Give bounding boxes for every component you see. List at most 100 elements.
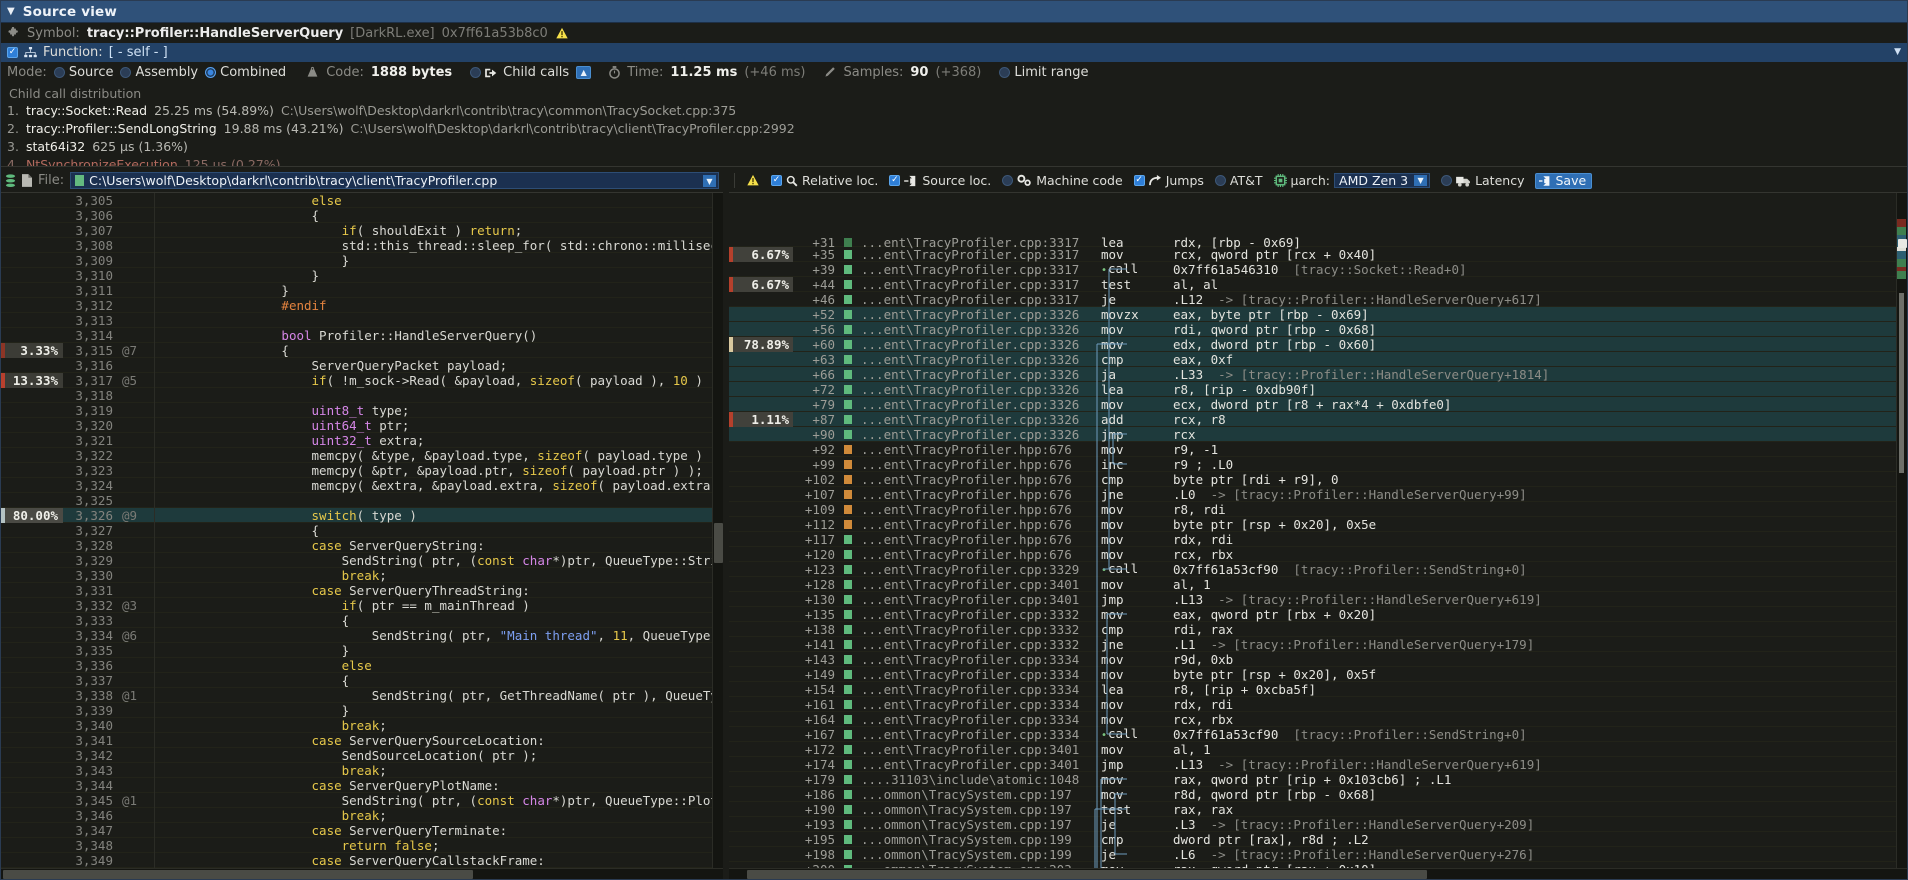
source-line-row[interactable]: 3,314 bool Profiler::HandleServerQuery() xyxy=(1,327,712,343)
source-location[interactable]: ...ent\TracyProfiler.cpp:3317 xyxy=(861,246,1080,262)
source-location[interactable]: ...ent\TracyProfiler.cpp:3334 xyxy=(861,696,1080,712)
source-location[interactable]: ...ommon\TracySystem.cpp:199 xyxy=(861,846,1072,862)
source-location[interactable]: ...ent\TracyProfiler.cpp:3317 xyxy=(861,276,1080,292)
checkbox-machine-code[interactable] xyxy=(1002,175,1014,186)
assembly-row[interactable]: +90 ...ent\TracyProfiler.cpp:3326 jmp rcx xyxy=(729,427,1896,442)
assembly-row[interactable]: 78.89% +60 ...ent\TracyProfiler.cpp:3326 mo… xyxy=(729,336,1896,352)
assembly-row[interactable]: +92 ...ent\TracyProfiler.hpp:676 mov r9, -1 xyxy=(729,442,1896,457)
assembly-horizontal-scrollbar[interactable] xyxy=(729,868,1907,879)
source-line-row[interactable]: 3,340 break; xyxy=(1,717,712,733)
source-location[interactable]: ...ent\TracyProfiler.hpp:676 xyxy=(861,516,1072,532)
source-vertical-scrollbar[interactable] xyxy=(712,193,723,868)
assembly-row[interactable]: +138 ...ent\TracyProfiler.cpp:3332 cmp rdi,… xyxy=(729,622,1896,637)
source-location[interactable]: ...ent\TracyProfiler.cpp:3317 xyxy=(861,234,1080,250)
function-value[interactable]: [ - self - ] xyxy=(108,45,168,60)
assembly-row[interactable]: +107 ...ent\TracyProfiler.hpp:676 jne .L0 -… xyxy=(729,487,1896,502)
source-location[interactable]: ...ent\TracyProfiler.hpp:676 xyxy=(861,546,1072,562)
assembly-row[interactable]: +102 ...ent\TracyProfiler.hpp:676 cmp byte … xyxy=(729,472,1896,487)
source-line-row[interactable]: 3,343 break; xyxy=(1,762,712,778)
source-line-row[interactable]: 3,337 { xyxy=(1,672,712,688)
assembly-row[interactable]: +39 ...ent\TracyProfiler.cpp:3317 call0x7f… xyxy=(729,261,1896,277)
source-location[interactable]: ...ent\TracyProfiler.hpp:676 xyxy=(861,486,1072,502)
assembly-row[interactable]: 1.11% +87 ...ent\TracyProfiler.cpp:3326 add… xyxy=(729,411,1896,427)
toggle-jumps[interactable]: Jumps xyxy=(1133,173,1204,188)
assembly-row[interactable]: +186 ...ommon\TracySystem.cpp:197 mov r8d, … xyxy=(729,787,1896,802)
source-line-row[interactable]: 3,338 @1 SendString( ptr, GetThreadName( … xyxy=(1,687,712,703)
save-button[interactable]: Save xyxy=(1535,172,1593,189)
source-location[interactable]: ...ent\TracyProfiler.cpp:3317 xyxy=(861,291,1080,307)
asm-count[interactable]: @7 xyxy=(121,342,137,358)
source-line-row[interactable]: 3,339 } xyxy=(1,702,712,718)
assembly-row[interactable]: +72 ...ent\TracyProfiler.cpp:3326 lea r8, [… xyxy=(729,382,1896,397)
child-call-row[interactable]: 2. tracy::Profiler::SendLongString 19.88… xyxy=(7,121,1901,139)
warning-icon[interactable] xyxy=(555,27,569,40)
warning-icon[interactable] xyxy=(746,174,760,187)
source-line-row[interactable]: 3,341 case ServerQuerySourceLocation: xyxy=(1,732,712,748)
source-line-row[interactable]: 3,335 } xyxy=(1,642,712,658)
assembly-row[interactable]: +200 ...ommon\TracySystem.cpp:203 movrax, … xyxy=(729,862,1896,868)
source-line-row[interactable]: 3,336 else xyxy=(1,657,712,673)
source-line-row[interactable]: 3,321 uint32_t extra; xyxy=(1,432,712,448)
source-location[interactable]: ...ent\TracyProfiler.cpp:3326 xyxy=(861,351,1080,367)
checkbox-latency[interactable] xyxy=(1441,175,1453,186)
stack-icon[interactable] xyxy=(5,173,16,188)
source-location[interactable]: ...ent\TracyProfiler.cpp:3326 xyxy=(861,411,1080,427)
function-checkbox[interactable] xyxy=(7,47,18,58)
assembly-row[interactable]: +198 ...ommon\TracySystem.cpp:199 je .L6 ->… xyxy=(729,847,1896,862)
source-location[interactable]: ...ent\TracyProfiler.cpp:3326 xyxy=(861,366,1080,382)
assembly-vertical-scrollbar[interactable] xyxy=(1896,193,1907,868)
source-location[interactable]: ...ent\TracyProfiler.cpp:3334 xyxy=(861,726,1080,742)
source-location[interactable]: ...ent\TracyProfiler.hpp:676 xyxy=(861,501,1072,517)
assembly-code-area[interactable]: +31 ...ent\TracyProfiler.cpp:3317 lea rdx, … xyxy=(729,192,1907,868)
assembly-row[interactable]: +193 ...ommon\TracySystem.cpp:197 je .L3 ->… xyxy=(729,817,1896,832)
asm-count[interactable]: @3 xyxy=(121,597,137,613)
chevron-down-icon[interactable]: ▼ xyxy=(703,175,716,187)
assembly-row[interactable]: +66 ...ent\TracyProfiler.cpp:3326 ja .L33 -… xyxy=(729,367,1896,382)
assembly-row[interactable]: +112 ...ent\TracyProfiler.hpp:676 mov byte … xyxy=(729,517,1896,532)
mode-option-assembly[interactable]: Assembly xyxy=(120,65,198,80)
source-code-area[interactable]: 3,305 else 3,306 {3,307 if( shouldExit ) … xyxy=(1,192,723,868)
source-location[interactable]: ...ent\TracyProfiler.cpp:3401 xyxy=(861,576,1080,592)
file-path-combobox[interactable]: C:\Users\wolf\Desktop\darkrl\contrib\tra… xyxy=(70,172,719,189)
scrollbar-thumb[interactable] xyxy=(747,870,1427,879)
source-location[interactable]: ...ent\TracyProfiler.cpp:3401 xyxy=(861,591,1080,607)
assembly-row[interactable]: 6.67% +35 ...ent\TracyProfiler.cpp:3317 mov… xyxy=(729,246,1896,262)
child-call-row[interactable]: 1. tracy::Socket::Read 25.25 ms (54.89%)… xyxy=(7,103,1901,121)
source-line-row[interactable]: 3,349 case ServerQueryCallstackFrame: xyxy=(1,852,712,868)
source-line-row[interactable]: 3,329 SendString( ptr, (const char*)ptr,… xyxy=(1,552,712,568)
horizontal-splitter[interactable] xyxy=(1,166,1907,169)
assembly-row[interactable]: +99 ...ent\TracyProfiler.hpp:676 inc r9 ; .… xyxy=(729,457,1896,472)
source-location[interactable]: ...ommon\TracySystem.cpp:199 xyxy=(861,831,1072,847)
source-location[interactable]: ...ent\TracyProfiler.cpp:3326 xyxy=(861,381,1080,397)
source-location[interactable]: ...ent\TracyProfiler.cpp:3332 xyxy=(861,606,1080,622)
checkbox-limit-range[interactable] xyxy=(999,67,1011,78)
source-line-row[interactable]: 3,307 if( shouldExit ) return; xyxy=(1,222,712,238)
symbol-name[interactable]: tracy::Profiler::HandleServerQuery xyxy=(86,25,344,41)
source-line-row[interactable]: 3,334 @6 SendString( ptr, "Main thread", … xyxy=(1,627,712,643)
source-line-row[interactable]: 80.00% 3,326 @9 switch( type ) xyxy=(1,507,712,523)
mode-option-source[interactable]: Source xyxy=(53,65,113,80)
chevron-up-icon[interactable]: ▲ xyxy=(576,66,592,79)
source-location[interactable]: ...ommon\TracySystem.cpp:197 xyxy=(861,786,1072,802)
assembly-row[interactable]: +109 ...ent\TracyProfiler.hpp:676 mov r8, r… xyxy=(729,502,1896,517)
assembly-row[interactable]: +179 ....31103\include\atomic:1048 mov rax,… xyxy=(729,772,1896,787)
source-location[interactable]: ...ent\TracyProfiler.cpp:3326 xyxy=(861,426,1080,442)
assembly-row[interactable]: +172 ...ent\TracyProfiler.cpp:3401 mov al, … xyxy=(729,742,1896,757)
function-row[interactable]: Function: [ - self - ] ▼ xyxy=(1,43,1907,62)
source-line-row[interactable]: 3,305 else xyxy=(1,193,712,208)
checkbox-source-loc[interactable] xyxy=(889,175,901,186)
source-line-row[interactable]: 3,348 return false; xyxy=(1,837,712,853)
source-line-row[interactable]: 3,306 { xyxy=(1,207,712,223)
source-location[interactable]: ...ent\TracyProfiler.cpp:3334 xyxy=(861,651,1080,667)
checkbox-child-calls[interactable] xyxy=(470,67,482,78)
asm-count[interactable]: @6 xyxy=(121,627,137,643)
source-location[interactable]: ...ent\TracyProfiler.cpp:3326 xyxy=(861,396,1080,412)
uarch-group[interactable]: µarch: AMD Zen 3 ▼ xyxy=(1273,173,1431,188)
assembly-code-rows[interactable]: +31 ...ent\TracyProfiler.cpp:3317 lea rdx, … xyxy=(729,193,1896,868)
scrollbar-thumb[interactable] xyxy=(3,870,473,879)
assembly-row[interactable]: +174 ...ent\TracyProfiler.cpp:3401 jmp .L13… xyxy=(729,757,1896,772)
source-line-row[interactable]: 3,323 memcpy( &ptr, &payload.ptr, sizeof… xyxy=(1,462,712,478)
assembly-row[interactable]: +161 ...ent\TracyProfiler.cpp:3334 mov rdx,… xyxy=(729,697,1896,712)
source-line-row[interactable]: 3,344 case ServerQueryPlotName: xyxy=(1,777,712,793)
assembly-row[interactable]: +79 ...ent\TracyProfiler.cpp:3326 mov ecx, … xyxy=(729,397,1896,412)
